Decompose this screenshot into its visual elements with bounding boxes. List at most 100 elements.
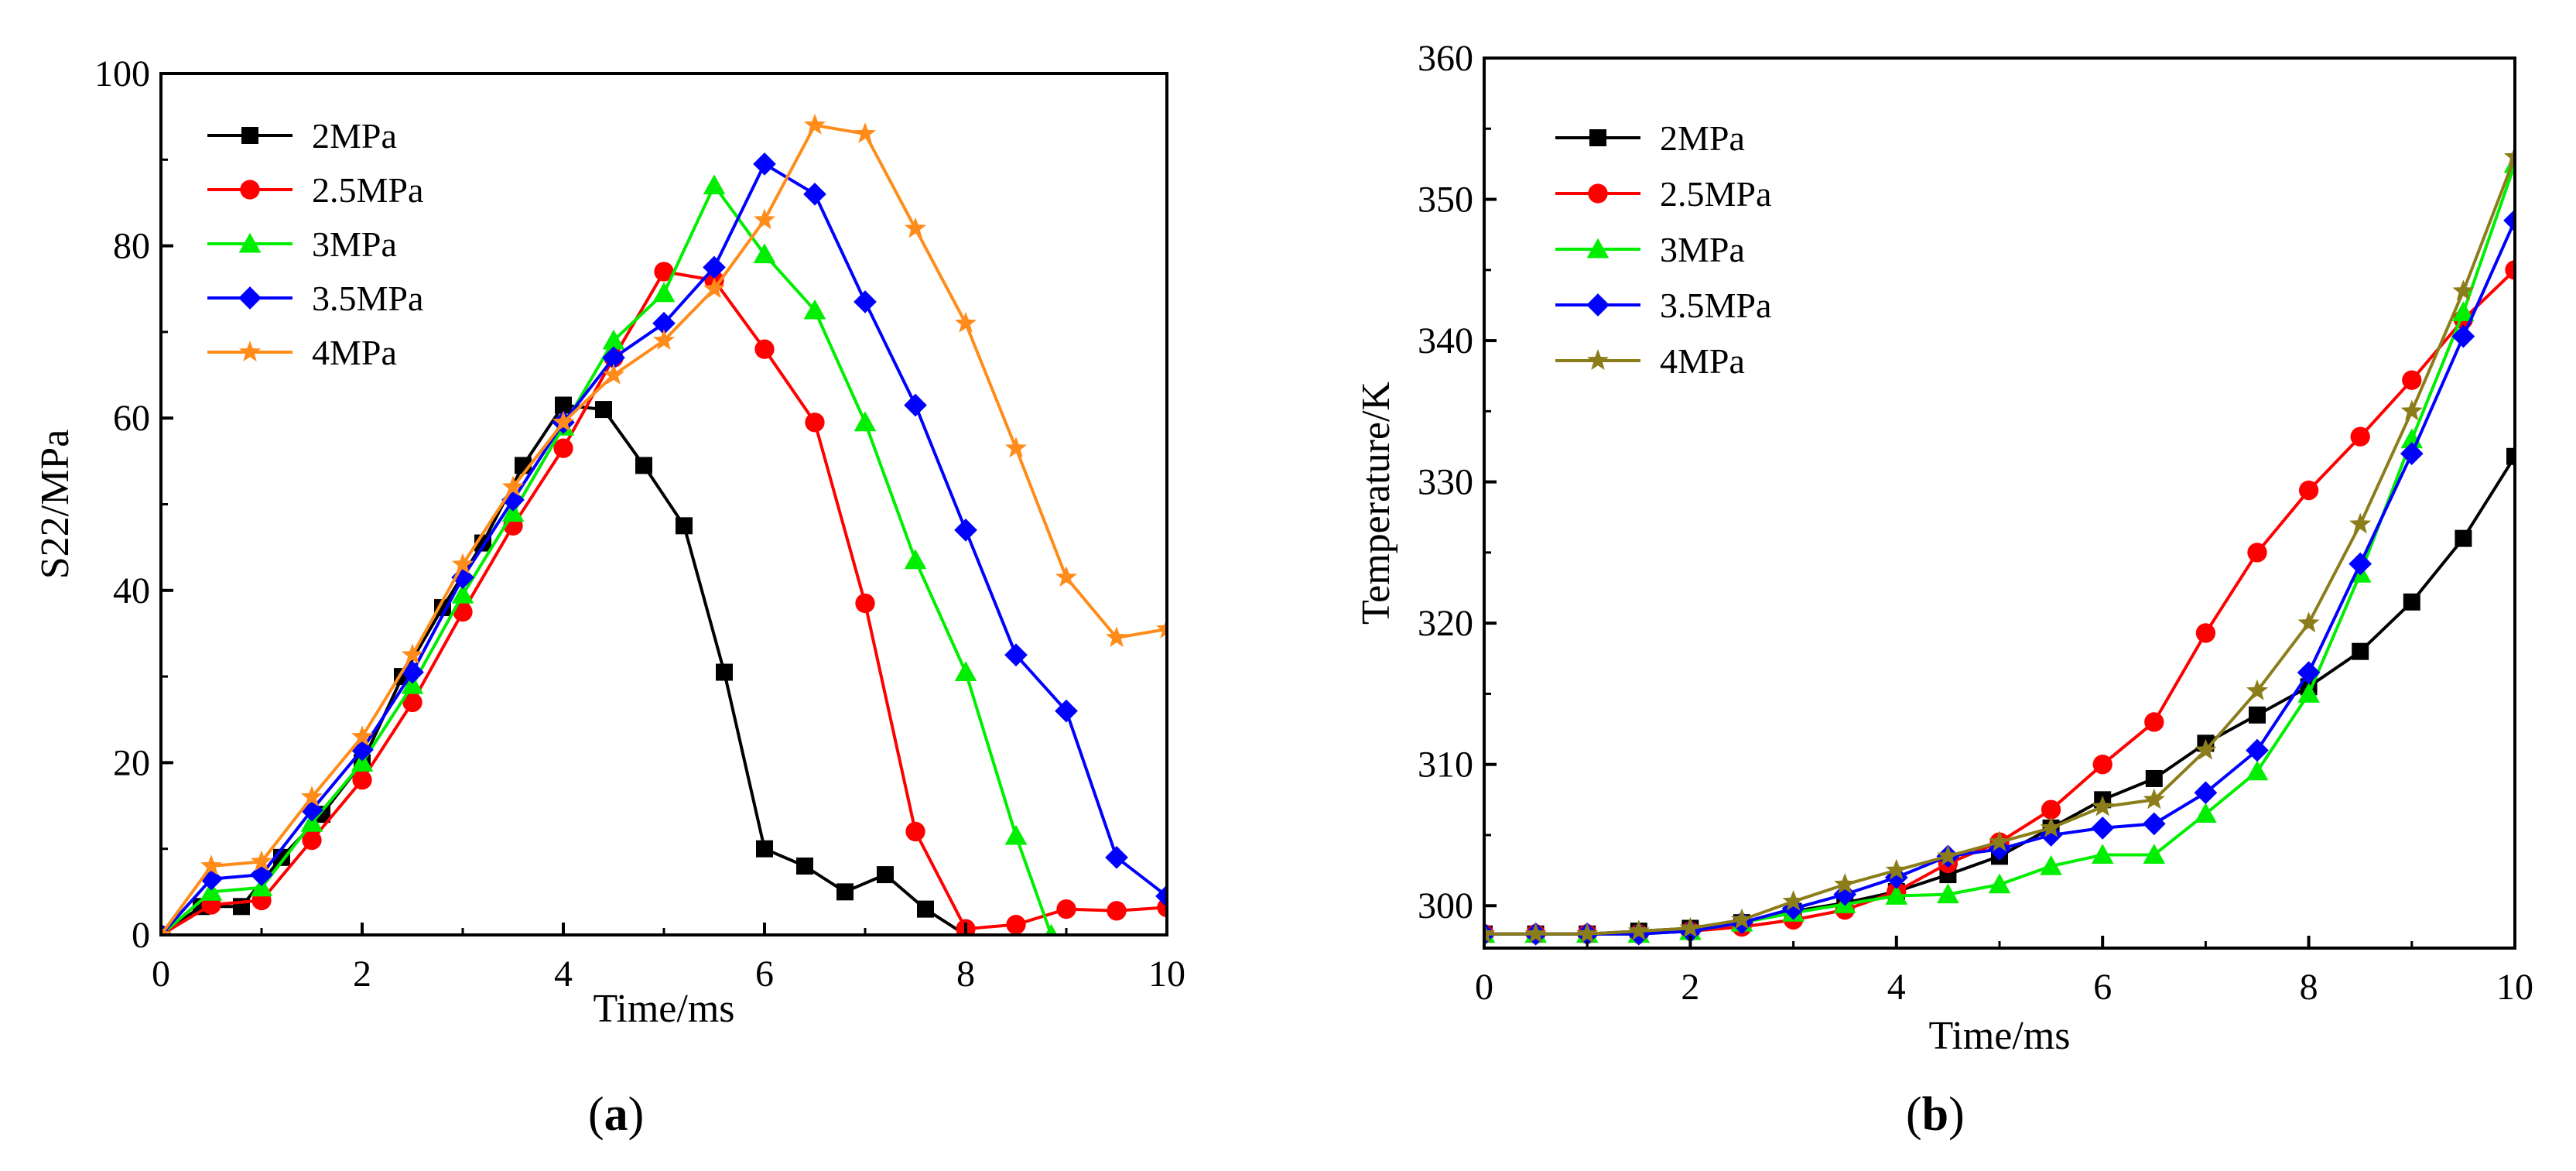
series-3-5mpa-point [1833,882,1857,906]
series-3-5mpa-point [2246,738,2269,762]
series-2-5mpa-point [1006,914,1026,935]
series-4mpa-point [1937,844,1959,866]
y-tick-label: 320 [1418,603,1473,644]
series-4mpa-point [1885,858,1907,880]
series-4mpa-point [2040,817,2062,837]
series-2-5mpa-point [1107,901,1127,921]
series-3-5mpa-point [854,290,877,313]
series-3-5mpa-point [2142,812,2166,836]
x-tick-label: 4 [1887,967,1906,1008]
series-3mpa-point [854,411,877,432]
panel-caption-b-letter: b [1921,1088,1949,1141]
series-4mpa-point [1576,922,1599,943]
x-tick-label: 10 [1148,954,1185,995]
series-4mpa-point [1524,922,1547,943]
series-4mpa-point [2092,795,2114,817]
legend-label: 2.5MPa [1660,174,1771,214]
series-2-5mpa-point [302,830,322,851]
legend-swatch-marker [1586,349,1610,370]
series-4mpa-point [703,277,726,299]
legend-swatch-marker [238,341,262,361]
series-3mpa-point [2452,301,2475,322]
y-axis-label: Temperature/K [1354,382,1398,625]
series-4mpa-point [1988,830,2011,852]
panel-caption-a-letter: a [604,1088,628,1141]
legend-swatch-marker [240,180,260,200]
legend-item: 3.5MPa [1555,286,1771,325]
legend-item: 2.5MPa [1555,174,1771,214]
series-4mpa-point [1782,889,1805,911]
series-3-5mpa [161,152,1167,935]
x-tick-label: 2 [353,954,371,995]
series-4mpa-point [2503,145,2515,166]
series-3mpa-point [602,329,625,350]
legend-swatch-marker [1589,129,1606,146]
legend-item: 3MPa [207,224,397,264]
y-tick-label: 300 [1418,885,1473,926]
chart-a: 0 2 4 6 8 10020406080100Time/msS22/MPa2MPa2.5… [33,53,1185,1031]
legend-swatch-marker [238,286,262,310]
series-3mpa-point [200,881,223,901]
series-2-5mpa-point [754,339,775,359]
legend-swatch-marker [1586,238,1610,259]
series-3mpa-point [501,502,525,522]
x-tick-label: 6 [755,954,774,995]
series-2mpa-point [635,457,652,474]
series-3mpa-point [401,673,424,694]
series-2-5mpa-point [2092,755,2112,775]
series-3mpa-point [2091,844,2114,864]
series-2mpa-point [836,883,854,901]
series-2-5mpa-point [2298,480,2319,501]
series-2mpa-point [2403,593,2420,611]
legend-item: 4MPa [207,333,397,372]
series-2-5mpa-point [2402,370,2422,390]
series-3mpa-point [803,299,826,320]
series-2-5mpa-point [2041,799,2061,820]
y-tick-label: 100 [94,53,150,94]
legend-swatch-marker [1586,293,1610,317]
series-4mpa-point [552,410,575,432]
series-4mpa-point [1105,626,1128,647]
x-tick-label: 2 [1681,967,1699,1008]
series-3-5mpa-point [351,738,374,762]
series-3mpa-point [1937,883,1959,904]
x-tick-label: 10 [2496,967,2533,1008]
series-4mpa-point [2143,788,2165,810]
y-tick-label: 360 [1418,38,1473,79]
legend-label: 2MPa [1660,118,1745,158]
x-tick-label: 6 [2093,967,2112,1008]
series-2-5mpa-point [1056,899,1076,919]
x-tick-label: 8 [956,954,975,995]
legend-label: 2MPa [312,116,397,156]
y-axis-label: S22/MPa [33,430,77,580]
series-4mpa-point [652,329,676,350]
series-3-5mpa-point [200,867,223,891]
legend-item: 2MPa [1555,118,1745,158]
legend-label: 4MPa [1660,341,1745,381]
series-2mpa-point [676,517,693,535]
chart-b: 0 2 4 6 8 10 300 310 320 330 340 350 360 Time/ms Tempe… [1354,38,2533,1058]
legend-label: 3.5MPa [312,279,423,318]
series-3-5mpa-point [602,346,625,370]
series-4mpa-point [2452,279,2475,301]
series-4mpa-point [161,923,173,935]
series-3mpa-point [451,584,474,604]
legend-label: 3MPa [312,224,397,264]
series-3mpa-point [2297,683,2320,703]
legend-item: 3.5MPa [207,279,423,318]
legend-label: 2.5MPa [312,170,423,210]
series-2mpa-point [796,857,813,875]
legend-label: 3.5MPa [1660,286,1771,325]
series-3-5mpa-point [904,393,927,417]
x-tick-label: 8 [2300,967,2318,1008]
legend-item: 2MPa [207,116,397,156]
series-3mpa-point [250,876,273,897]
series-4mpa-point [300,786,323,806]
x-tick-label: 0 [1475,967,1493,1008]
plot-frame [1483,56,2516,950]
series-2mpa-point [2352,642,2369,660]
plot-area [1484,145,2515,946]
series-4mpa-point [1834,873,1856,894]
series-2mpa-point [2249,706,2266,724]
